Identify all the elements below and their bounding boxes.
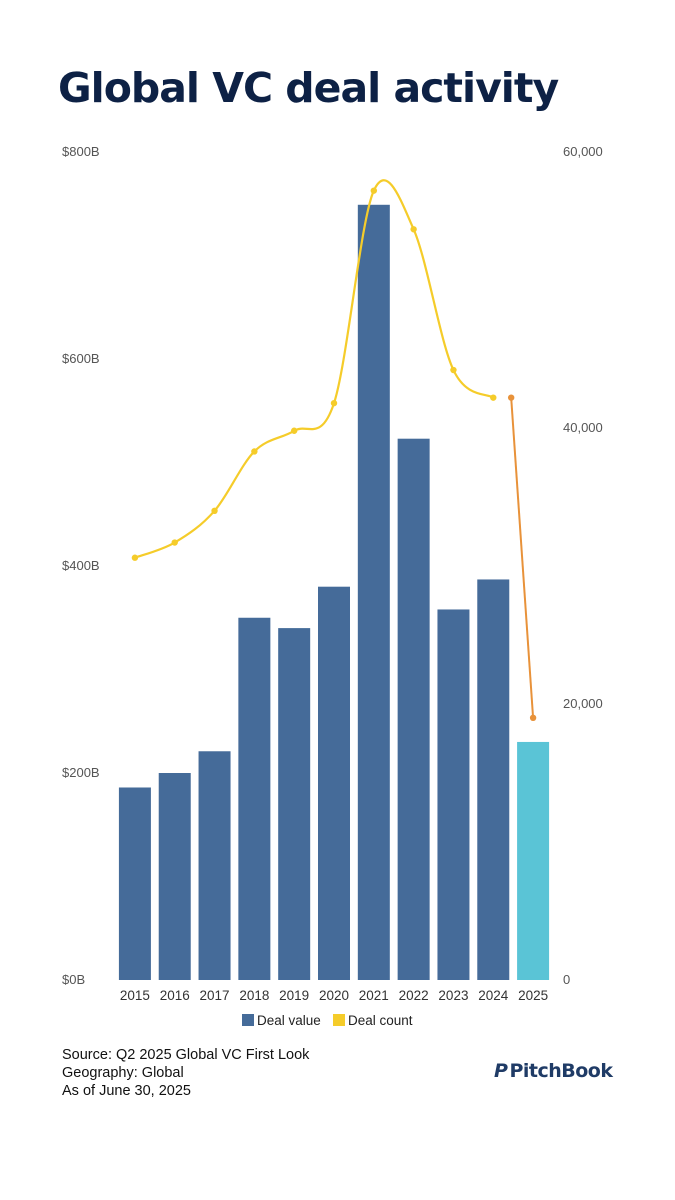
deal-count-partial-line: [510, 397, 535, 718]
x-tick-label: 2015: [120, 988, 150, 1003]
bar-deal-value: [477, 579, 510, 980]
y-left-tick-label: $600B: [62, 351, 100, 366]
x-tick-label: 2017: [200, 988, 230, 1003]
deal-count-partial-point: [529, 714, 537, 721]
geography-note: Geography: Global: [62, 1065, 184, 1081]
deal-count-point: [370, 187, 378, 194]
y-left-tick-label: $800B: [62, 144, 100, 159]
pitchbook-mark-icon: P: [494, 1060, 508, 1082]
x-tick-label: 2025: [518, 988, 548, 1003]
as-of-note: As of June 30, 2025: [62, 1083, 191, 1099]
pitchbook-wordmark: PitchBook: [509, 1060, 613, 1082]
bar-deal-value: [238, 617, 271, 980]
bar-deal-value: [318, 586, 350, 980]
deal-count-point: [171, 539, 178, 546]
y-left-tick-label: $400B: [62, 558, 100, 573]
legend-swatch: [333, 1014, 345, 1026]
y-left-tick-label: $0B: [62, 972, 85, 987]
bar-deal-value: [517, 741, 550, 980]
bar-deal-value: [118, 787, 151, 980]
legend-label: Deal count: [348, 1013, 413, 1028]
bar-deal-value: [278, 628, 311, 980]
deal-count-point: [330, 399, 338, 407]
y-right-tick-label: 0: [563, 972, 570, 987]
y-right-tick-label: 40,000: [563, 420, 603, 435]
deal-count-line: [134, 179, 494, 559]
legend-label: Deal value: [257, 1013, 321, 1028]
x-tick-label: 2018: [239, 988, 269, 1003]
y-left-tick-label: $200B: [62, 765, 100, 780]
chart-area: $0B $200B $400B $600B $800B 0 20,000 40,000 60,0…: [62, 144, 603, 1028]
bar-deal-value: [437, 609, 470, 980]
deal-count-partial-point: [507, 394, 515, 401]
y-right-tick-label: 60,000: [563, 144, 603, 159]
deal-count-point: [450, 366, 457, 374]
x-tick-label: 2020: [319, 988, 349, 1003]
bar-deal-value: [198, 751, 231, 980]
deal-count-point: [251, 448, 258, 455]
deal-count-point: [131, 554, 139, 561]
source-note: Source: Q2 2025 Global VC First Look: [62, 1047, 310, 1063]
x-tick-label: 2019: [279, 988, 309, 1003]
deal-count-point: [290, 427, 298, 434]
x-tick-label: 2021: [359, 988, 389, 1003]
x-tick-label: 2023: [438, 988, 468, 1003]
legend-swatch: [242, 1014, 254, 1026]
deal-count-point: [410, 226, 417, 233]
chart-title: Global VC deal activity: [58, 64, 559, 112]
x-tick-label: 2024: [478, 988, 509, 1003]
x-tick-label: 2022: [399, 988, 429, 1003]
bar-deal-value: [357, 204, 390, 980]
bar-deal-value: [158, 773, 191, 980]
bar-deal-value: [397, 438, 430, 980]
y-right-tick-label: 20,000: [563, 696, 603, 711]
x-tick-label: 2016: [160, 988, 190, 1003]
footer-notes: Source: Q2 2025 Global VC First Look Geo…: [62, 1046, 309, 1100]
deal-count-point: [490, 394, 497, 401]
pitchbook-logo[interactable]: P PitchBook: [494, 1060, 613, 1082]
deal-count-point: [211, 507, 218, 514]
